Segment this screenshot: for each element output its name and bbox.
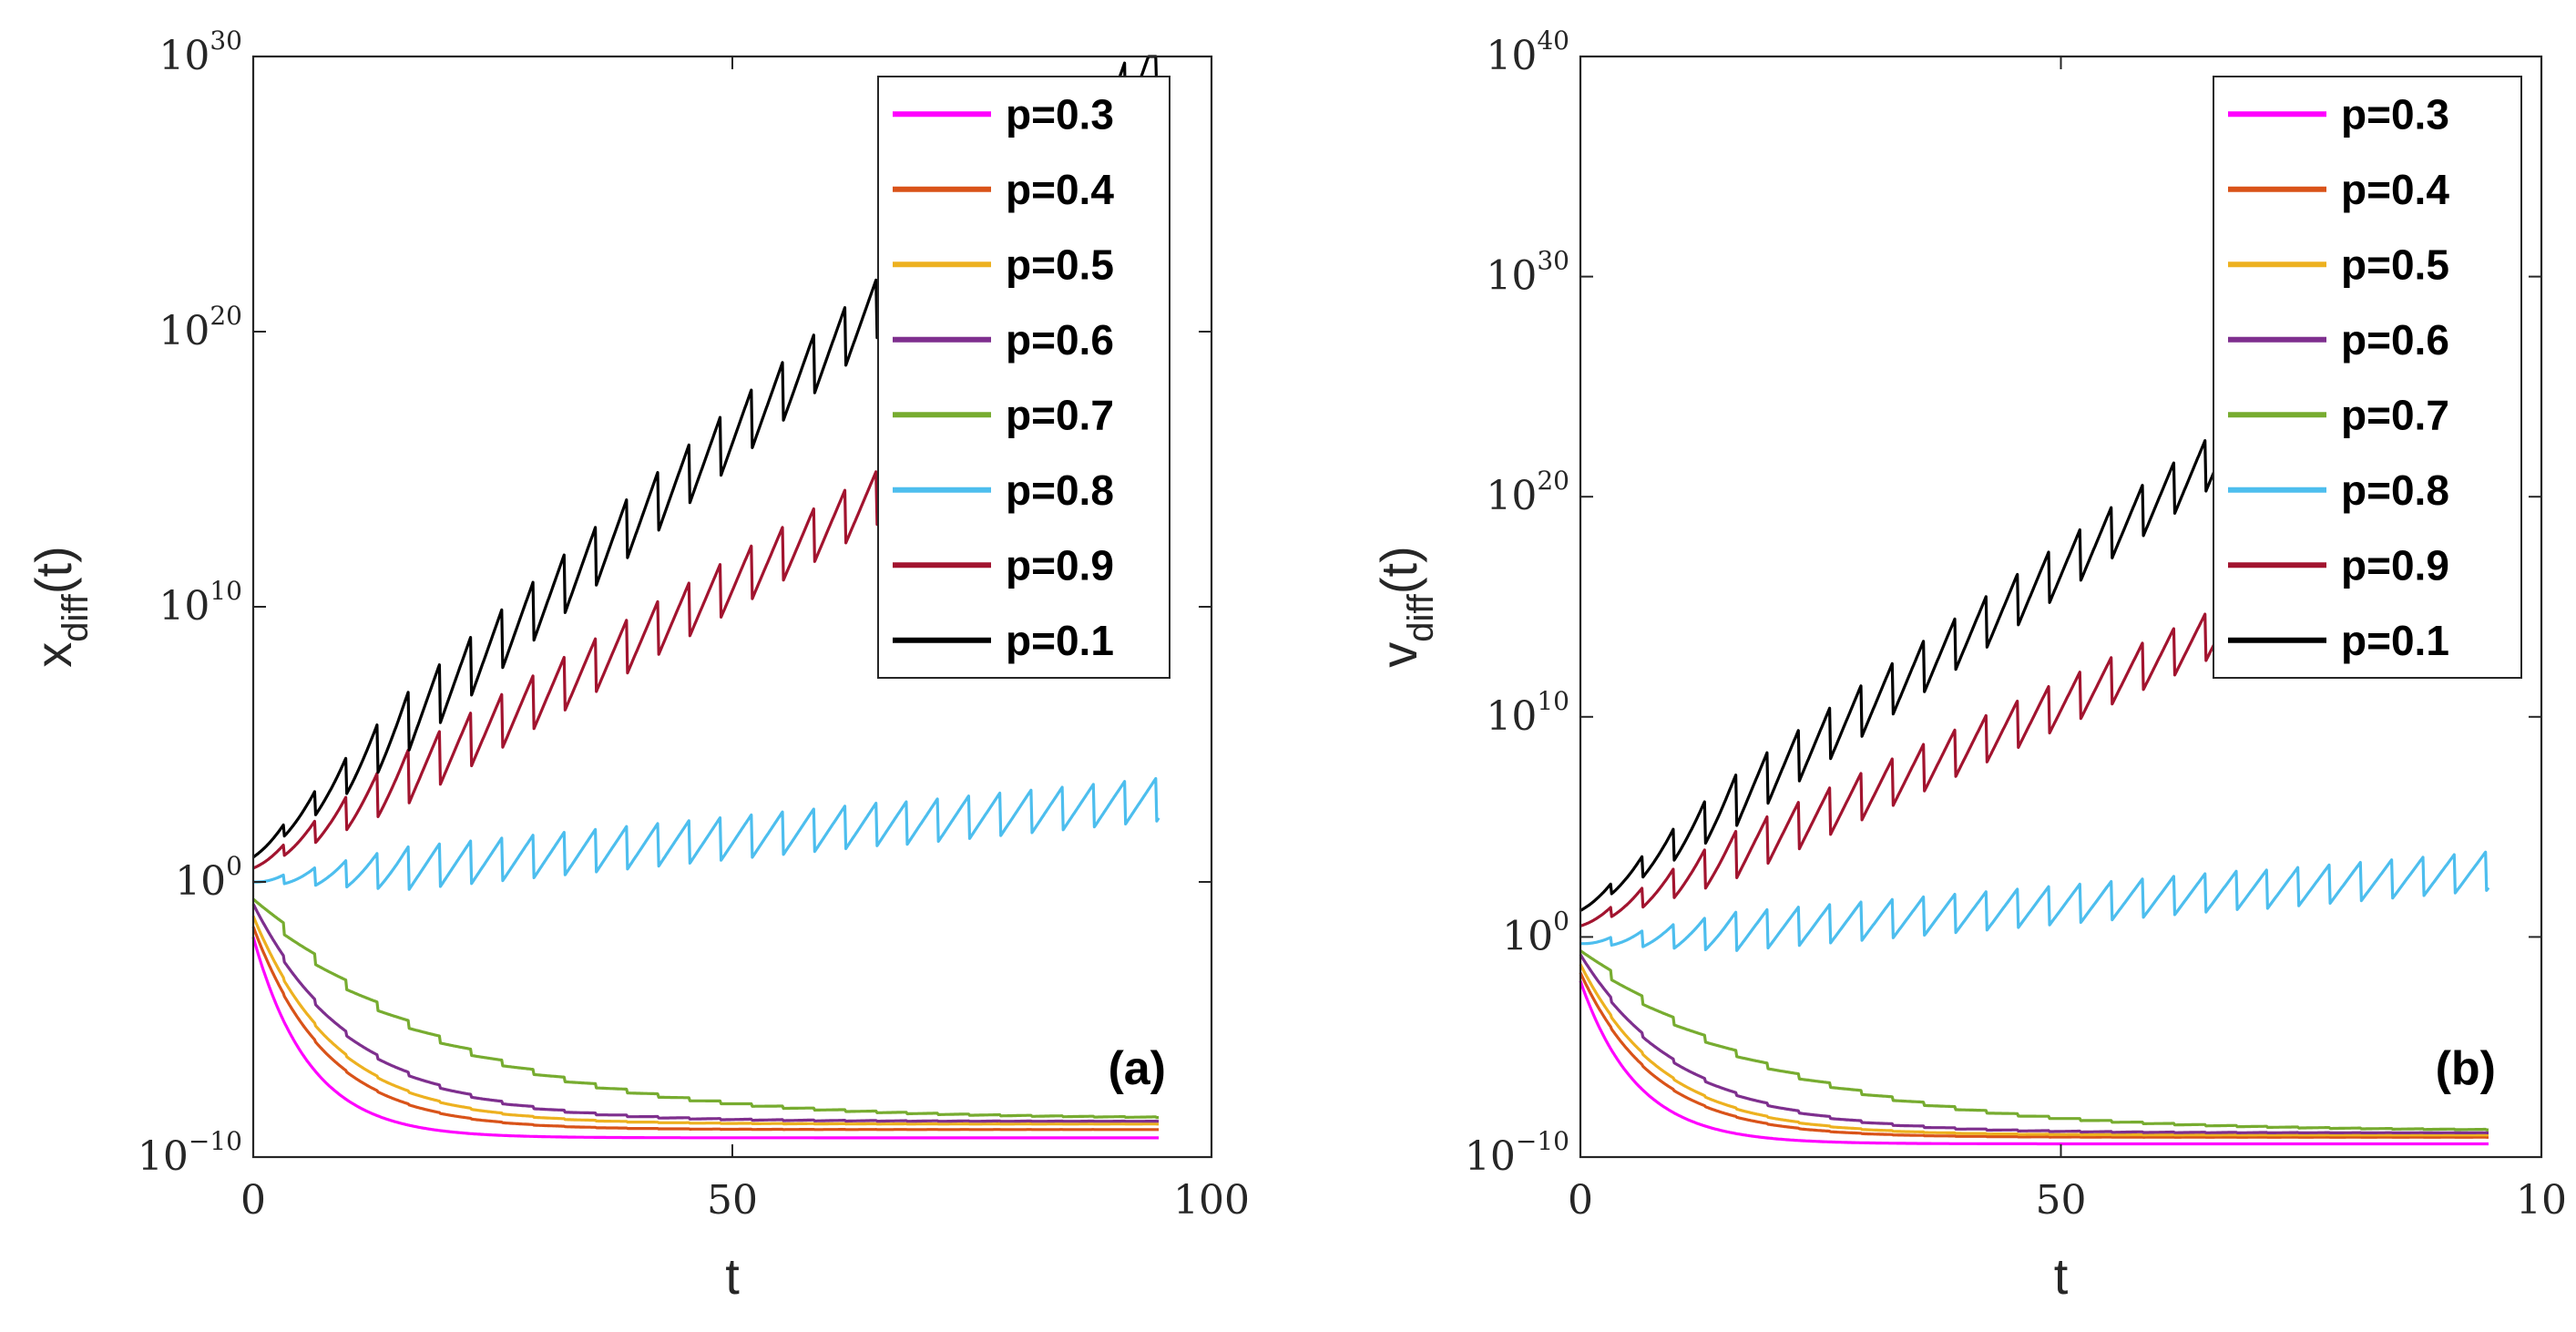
x-tick-label: 0 xyxy=(240,1177,266,1224)
y-tick-label: 10−10 xyxy=(138,1126,242,1180)
x-tick-label: 10 xyxy=(2516,1177,2567,1224)
y-tick-base: 10 xyxy=(158,33,210,79)
y-axis-label: xdiff(t) xyxy=(25,546,96,668)
series-line-p-0-8 xyxy=(252,776,1160,891)
series-line-p-0-8 xyxy=(1579,850,2490,952)
y-tick-label: 1030 xyxy=(1486,246,1569,300)
legend-entry-label: p=0.1 xyxy=(2341,617,2449,664)
y-tick-base: 10 xyxy=(1465,1133,1516,1180)
y-tick-exponent: 20 xyxy=(210,301,242,331)
y-axis-label: vdiff(t) xyxy=(1370,546,1441,668)
series-line-p-0-3 xyxy=(1579,980,2489,1146)
y-tick-base: 10 xyxy=(158,308,210,354)
y-tick-label: 100 xyxy=(1502,906,1569,959)
legend-entry-label: p=0.3 xyxy=(1006,90,1114,138)
legend: p=0.3 p=0.4 p=0.5 p=0.6 p=0.7 p=0.8 p=0.9 p=0.1 xyxy=(877,76,1170,679)
series-line-p-0-6 xyxy=(251,903,1160,1123)
legend: p=0.3 p=0.4 p=0.5 p=0.6 p=0.7 p=0.8 p=0.9 p=0.1 xyxy=(2213,76,2522,679)
y-tick-exponent: 10 xyxy=(210,576,242,606)
series-lines xyxy=(251,55,1160,1140)
legend-entry-label: p=0.8 xyxy=(1006,466,1114,514)
y-tick-base: 10 xyxy=(1502,913,1553,959)
y-tick-label: 1040 xyxy=(1486,26,1569,79)
y-axis-label-main: x xyxy=(25,642,82,668)
x-tick-label: 100 xyxy=(1173,1177,1250,1224)
y-tick-base: 10 xyxy=(175,858,226,905)
legend-entry-label: p=0.9 xyxy=(2341,541,2449,589)
legend-entry-label: p=0.6 xyxy=(1006,316,1114,364)
y-tick-label: 1010 xyxy=(1486,686,1569,740)
legend-entry-label: p=0.7 xyxy=(2341,391,2449,438)
series-line-p-0-5 xyxy=(251,915,1160,1126)
y-tick-base: 10 xyxy=(158,583,210,630)
y-axis-label-main: v xyxy=(1370,642,1427,668)
y-axis-label-tail: (t) xyxy=(25,546,82,594)
y-tick-label: 1010 xyxy=(158,576,242,630)
y-tick-base: 10 xyxy=(138,1133,189,1180)
y-tick-exponent: 30 xyxy=(210,26,242,56)
series-line-p-0-7 xyxy=(251,897,1160,1120)
chart-panel-a: 0 50 10010−10100101010201030txdiff(t)p=0.3… xyxy=(25,26,1250,1305)
legend-entry-label: p=0.4 xyxy=(2341,166,2449,213)
y-tick-label: 1020 xyxy=(1486,466,1569,519)
y-tick-exponent: 30 xyxy=(1537,246,1569,276)
series-line-p-0-6 xyxy=(1579,953,2489,1135)
series-line-p-0-4 xyxy=(251,926,1160,1132)
y-tick-exponent: 0 xyxy=(226,851,242,881)
y-tick-exponent: 20 xyxy=(1537,466,1569,496)
y-tick-exponent: −10 xyxy=(189,1126,242,1156)
legend-entry-label: p=0.3 xyxy=(2341,90,2449,138)
x-tick-label: 50 xyxy=(2036,1177,2087,1224)
legend-entry-label: p=0.8 xyxy=(2341,466,2449,514)
y-tick-label: 1020 xyxy=(158,301,242,354)
panel-label: (b) xyxy=(2436,1042,2496,1095)
y-tick-base: 10 xyxy=(1486,693,1537,740)
legend-entry-label: p=0.5 xyxy=(1006,241,1114,288)
panel-label: (a) xyxy=(1108,1042,1166,1095)
legend-entry-label: p=0.5 xyxy=(2341,241,2449,288)
x-axis-label: t xyxy=(2054,1247,2069,1305)
legend-entry-label: p=0.7 xyxy=(1006,391,1114,438)
y-axis-label-tail: (t) xyxy=(1370,546,1427,594)
series-line-p-0-4 xyxy=(1579,972,2489,1139)
x-tick-label: 50 xyxy=(707,1177,758,1224)
y-tick-label: 1030 xyxy=(158,26,242,79)
legend-box xyxy=(877,76,1170,679)
y-tick-base: 10 xyxy=(1486,253,1537,300)
legend-entry-label: p=0.1 xyxy=(1006,617,1114,664)
chart-panel-b: 0 50 1010−101001010102010301040tvdiff(t)p=… xyxy=(1370,26,2567,1305)
y-tick-label: 100 xyxy=(175,851,242,905)
legend-entry-label: p=0.6 xyxy=(2341,316,2449,364)
y-tick-exponent: 0 xyxy=(1553,906,1569,936)
y-axis-label-sub: diff xyxy=(56,593,96,642)
y-tick-base: 10 xyxy=(1486,473,1537,519)
y-tick-exponent: 10 xyxy=(1537,686,1569,716)
series-line-p-0-7 xyxy=(1579,949,2489,1132)
y-tick-label: 10−10 xyxy=(1465,1126,1569,1180)
series-line-p-0-3 xyxy=(251,936,1160,1140)
legend-box xyxy=(2213,76,2522,679)
series-line-p-0-5 xyxy=(1579,963,2489,1137)
y-tick-exponent: 40 xyxy=(1537,26,1569,56)
y-axis-label-sub: diff xyxy=(1401,593,1441,642)
y-tick-exponent: −10 xyxy=(1516,1126,1569,1156)
x-axis-label: t xyxy=(725,1247,740,1305)
x-tick-label: 0 xyxy=(1568,1177,1593,1224)
legend-entry-label: p=0.9 xyxy=(1006,541,1114,589)
legend-entry-label: p=0.4 xyxy=(1006,166,1114,213)
y-tick-base: 10 xyxy=(1486,33,1537,79)
